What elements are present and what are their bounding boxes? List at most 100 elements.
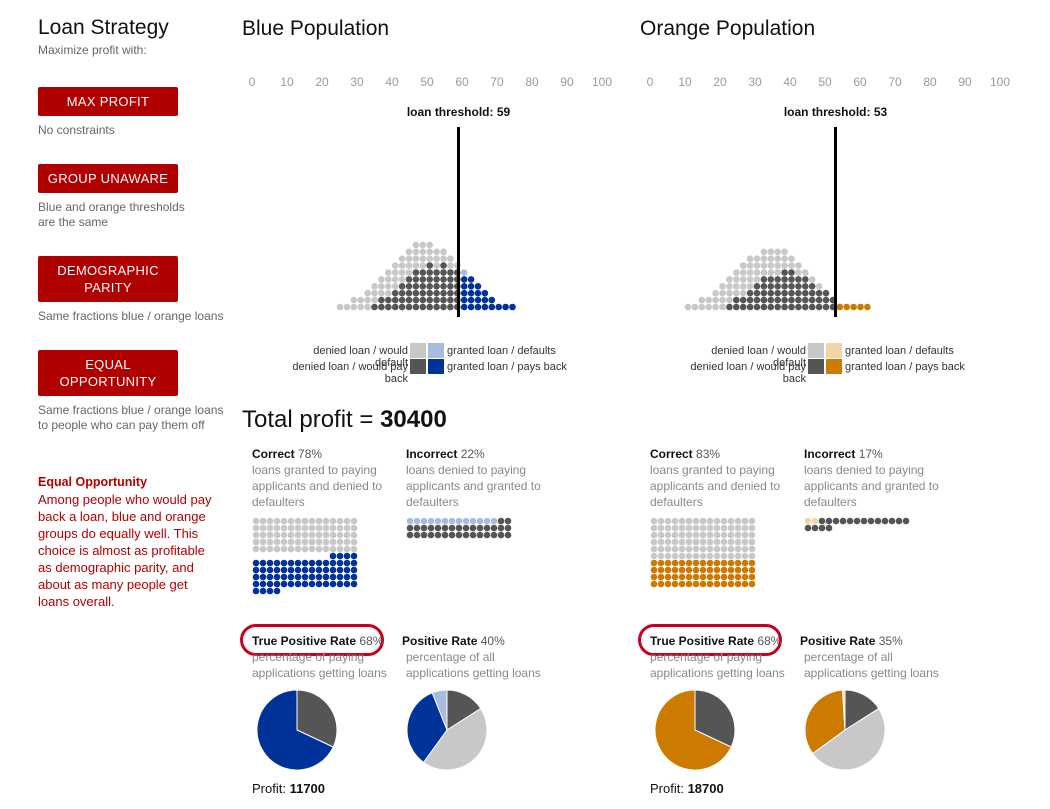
legend-denied-pay-label: denied loan / would pay back xyxy=(690,361,806,385)
applicant-dot xyxy=(815,303,823,311)
applicant-dot xyxy=(426,283,433,290)
applicant-dot xyxy=(405,262,413,269)
applicant-dot xyxy=(746,296,754,304)
applicant-dot xyxy=(385,276,392,283)
applicant-dot xyxy=(760,303,768,311)
applicant-dot xyxy=(733,276,740,283)
tpr-stat-heading: True Positive Rate 68% xyxy=(252,634,384,648)
pie-slice xyxy=(841,689,846,731)
applicant-dot xyxy=(385,303,392,311)
applicant-dot xyxy=(481,296,489,304)
applicant-dot xyxy=(419,241,427,249)
incorrect-dot-grid xyxy=(406,517,512,539)
applicant-dot xyxy=(781,289,788,297)
applicant-dot xyxy=(746,303,754,311)
legend-swatch xyxy=(428,343,444,358)
applicant-dot xyxy=(440,283,447,290)
legend-granted-pay-label: granted loan / pays back xyxy=(447,361,567,373)
applicant-dot xyxy=(447,276,454,283)
applicant-dot xyxy=(753,276,761,283)
applicant-dot xyxy=(802,283,809,290)
applicant-dot xyxy=(795,296,802,304)
equal-opportunity-button[interactable]: EQUAL OPPORTUNITY xyxy=(38,350,178,396)
applicant-dot xyxy=(419,269,427,276)
applicant-dot xyxy=(733,303,740,311)
scale-tick-label: 10 xyxy=(678,75,692,89)
applicant-dot xyxy=(774,276,781,283)
scale-tick-label: 0 xyxy=(646,75,654,89)
applicant-dot xyxy=(447,296,454,304)
applicant-dot xyxy=(433,296,440,304)
applicant-dot xyxy=(767,269,775,276)
applicant-dot xyxy=(474,289,482,297)
legend-granted-default-label: granted loan / defaults xyxy=(845,345,954,357)
scale-tick-label: 70 xyxy=(888,75,902,89)
applicant-dot xyxy=(808,283,816,290)
incorrect-stat-desc: loans denied to paying applicants and gr… xyxy=(406,463,541,509)
applicant-dot xyxy=(684,303,692,311)
applicant-dot xyxy=(753,289,761,297)
applicant-dot xyxy=(760,296,768,304)
applicant-dot xyxy=(440,248,447,256)
applicant-dot xyxy=(433,283,440,290)
applicant-dot xyxy=(336,303,344,311)
applicant-dot xyxy=(726,276,733,283)
applicant-dot xyxy=(481,289,489,297)
pie-slice xyxy=(811,707,886,771)
pie-slice xyxy=(804,689,846,755)
applicant-dot xyxy=(426,269,433,276)
applicant-dot xyxy=(364,289,371,297)
applicant-dot xyxy=(774,283,781,290)
group-profit: Profit: 18700 xyxy=(650,781,724,796)
applicant-dot xyxy=(460,269,468,276)
applicant-dot xyxy=(781,276,788,283)
tpr-stat-desc: percentage of paying applications gettin… xyxy=(650,650,785,680)
applicant-dot xyxy=(746,283,754,290)
applicant-dot xyxy=(460,303,468,311)
demographic-parity-button[interactable]: DEMOGRAPHIC PARITY xyxy=(38,256,178,302)
scale-tick-label: 60 xyxy=(455,75,469,89)
applicant-dot xyxy=(739,303,747,311)
applicant-dot xyxy=(733,283,740,290)
group-unaware-button[interactable]: GROUP UNAWARE xyxy=(38,164,178,193)
applicant-dot xyxy=(843,303,850,311)
applicant-dot xyxy=(405,296,413,304)
applicant-dot xyxy=(405,283,413,290)
applicant-dot xyxy=(371,283,378,290)
applicant-dot xyxy=(412,289,420,297)
applicant-dot xyxy=(774,289,781,297)
applicant-dot xyxy=(364,303,371,311)
applicant-dot xyxy=(419,255,427,262)
applicant-dot xyxy=(822,296,830,304)
max-profit-desc: No constraints xyxy=(38,123,115,137)
applicant-dot xyxy=(509,303,516,311)
loan-threshold-label: loan threshold: 53 xyxy=(783,105,888,119)
applicant-dot xyxy=(691,303,699,311)
applicant-dot xyxy=(795,269,802,276)
applicant-dot xyxy=(705,296,712,304)
explanation-title: Equal Opportunity xyxy=(38,475,148,489)
applicant-dot xyxy=(795,262,802,269)
population-title: Blue Population xyxy=(242,17,390,40)
applicant-dot xyxy=(767,283,775,290)
scale-tick-label: 80 xyxy=(923,75,937,89)
applicant-dot xyxy=(398,303,406,311)
applicant-dot xyxy=(405,248,413,256)
applicant-dot xyxy=(426,241,433,249)
applicant-dot xyxy=(719,283,726,290)
applicant-dot xyxy=(419,276,427,283)
pr-stat-desc: percentage of all applications getting l… xyxy=(406,650,541,680)
max-profit-button[interactable]: MAX PROFIT xyxy=(38,87,178,116)
applicant-dot xyxy=(447,289,454,297)
applicant-dot xyxy=(739,276,747,283)
applicant-dot xyxy=(385,269,392,276)
applicant-dot xyxy=(391,303,399,311)
applicant-dot xyxy=(760,269,768,276)
scale-tick-label: 50 xyxy=(420,75,434,89)
scale-tick-label: 100 xyxy=(592,75,613,89)
applicant-dot xyxy=(781,269,788,276)
applicant-dot xyxy=(426,303,433,311)
pie-slice xyxy=(296,689,338,748)
applicant-dot xyxy=(795,289,802,297)
legend-swatch xyxy=(808,343,824,358)
